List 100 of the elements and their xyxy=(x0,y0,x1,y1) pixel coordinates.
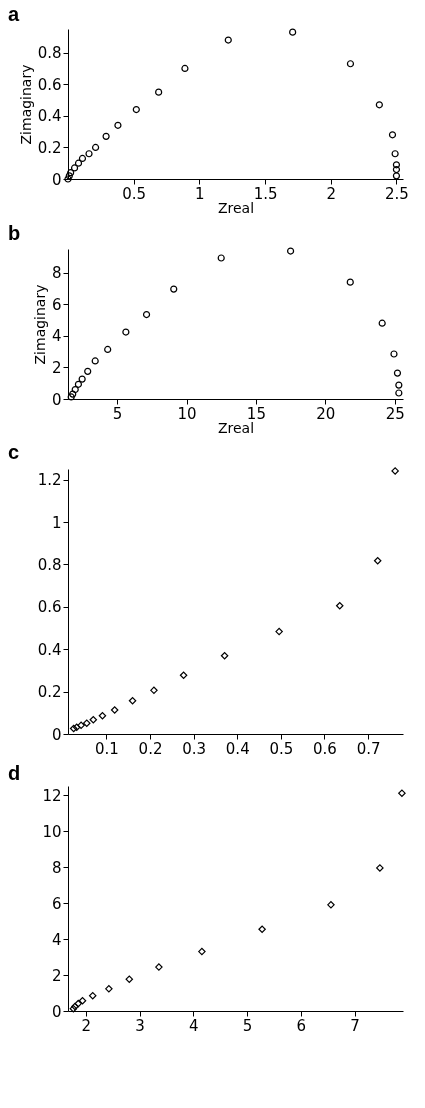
x-tick-label: 2 xyxy=(326,184,337,203)
point xyxy=(327,901,335,909)
point xyxy=(181,64,189,73)
point xyxy=(388,131,397,139)
point xyxy=(155,963,163,971)
point xyxy=(132,105,140,114)
point xyxy=(392,161,401,169)
y-tick-label: 4 xyxy=(51,930,62,949)
chart-title: c xyxy=(8,441,20,464)
y-tick-label: 0 xyxy=(51,390,62,409)
x-tick-label: 2 xyxy=(81,1016,92,1035)
point xyxy=(170,285,178,293)
point xyxy=(74,380,83,388)
point xyxy=(105,985,113,993)
point xyxy=(395,381,403,389)
point xyxy=(220,652,229,660)
point xyxy=(142,310,151,319)
x-tick-label: 0.1 xyxy=(94,739,119,758)
point xyxy=(128,696,137,705)
x-tick-label: 7 xyxy=(350,1016,360,1035)
chart-title: b xyxy=(8,221,21,244)
point xyxy=(391,150,399,158)
y-tick-label: 10 xyxy=(42,822,62,841)
x-tick-label: 5 xyxy=(112,404,123,423)
point xyxy=(179,671,188,680)
y-tick-label: 6 xyxy=(51,894,62,913)
y-tick-label: 0.2 xyxy=(37,138,62,157)
y-axis-title: Zimaginary xyxy=(17,64,34,145)
point xyxy=(286,247,295,255)
point xyxy=(85,150,93,158)
x-tick-label: 3 xyxy=(135,1016,145,1035)
y-tick-label: 0.6 xyxy=(37,75,62,94)
y-tick-label: 0.8 xyxy=(37,44,62,63)
point xyxy=(91,357,99,365)
y-tick-label: 2 xyxy=(51,358,62,377)
point xyxy=(110,706,119,714)
x-tick-label: 25 xyxy=(385,404,405,423)
point xyxy=(392,172,401,180)
x-tick-label: 10 xyxy=(177,404,197,423)
point xyxy=(77,721,85,730)
y-tick-label: 6 xyxy=(51,295,62,314)
y-tick-label: 4 xyxy=(51,327,62,346)
point xyxy=(67,169,75,177)
point xyxy=(98,712,107,720)
y-tick-label: 0 xyxy=(51,170,62,189)
point xyxy=(335,601,344,610)
point xyxy=(78,375,86,383)
point xyxy=(84,367,92,375)
y-tick-label: 0.8 xyxy=(37,555,62,574)
x-tick-label: 4 xyxy=(189,1016,199,1035)
point xyxy=(289,28,297,36)
point xyxy=(395,389,403,397)
point xyxy=(89,716,98,724)
point xyxy=(393,369,402,377)
x-axis-title: Zreal xyxy=(217,199,255,216)
point xyxy=(346,278,354,286)
point xyxy=(71,385,79,394)
point xyxy=(376,864,384,872)
x-tick-label: 0.3 xyxy=(182,739,207,758)
x-tick-label: 0.2 xyxy=(138,739,163,758)
point xyxy=(74,159,83,167)
point xyxy=(217,254,225,262)
y-tick-label: 12 xyxy=(42,786,62,805)
chart-title: d xyxy=(8,762,21,784)
y-tick-label: 2 xyxy=(51,966,62,985)
point xyxy=(198,947,206,956)
x-tick-label: 0.6 xyxy=(313,739,337,758)
point xyxy=(392,165,401,174)
point xyxy=(91,143,100,152)
x-tick-label: 20 xyxy=(316,404,336,423)
y-tick-label: 1.2 xyxy=(37,471,62,490)
point xyxy=(88,991,97,1000)
x-tick-label: 1 xyxy=(195,184,205,203)
x-tick-label: 5 xyxy=(242,1016,253,1035)
point xyxy=(398,789,406,797)
point xyxy=(114,121,122,129)
point xyxy=(125,975,134,983)
point xyxy=(150,686,158,695)
point xyxy=(104,345,112,354)
point xyxy=(391,467,399,475)
x-tick-label: 0.5 xyxy=(269,739,294,758)
point xyxy=(224,36,232,44)
y-tick-label: 0.4 xyxy=(37,107,62,126)
y-tick-label: 0 xyxy=(51,725,62,744)
point xyxy=(122,328,130,336)
x-tick-label: 6 xyxy=(296,1016,307,1035)
point xyxy=(67,393,75,401)
point xyxy=(82,719,91,727)
point xyxy=(78,996,87,1005)
y-tick-label: 0.4 xyxy=(37,640,62,659)
y-tick-label: 8 xyxy=(51,858,62,877)
point xyxy=(78,154,87,163)
point xyxy=(375,101,383,109)
x-tick-label: 1.5 xyxy=(253,184,278,203)
point xyxy=(70,164,79,172)
point xyxy=(69,390,77,398)
point xyxy=(258,925,266,934)
x-tick-label: 2.5 xyxy=(385,184,409,203)
y-tick-label: 0 xyxy=(51,1002,62,1021)
x-tick-label: 0.5 xyxy=(122,184,147,203)
